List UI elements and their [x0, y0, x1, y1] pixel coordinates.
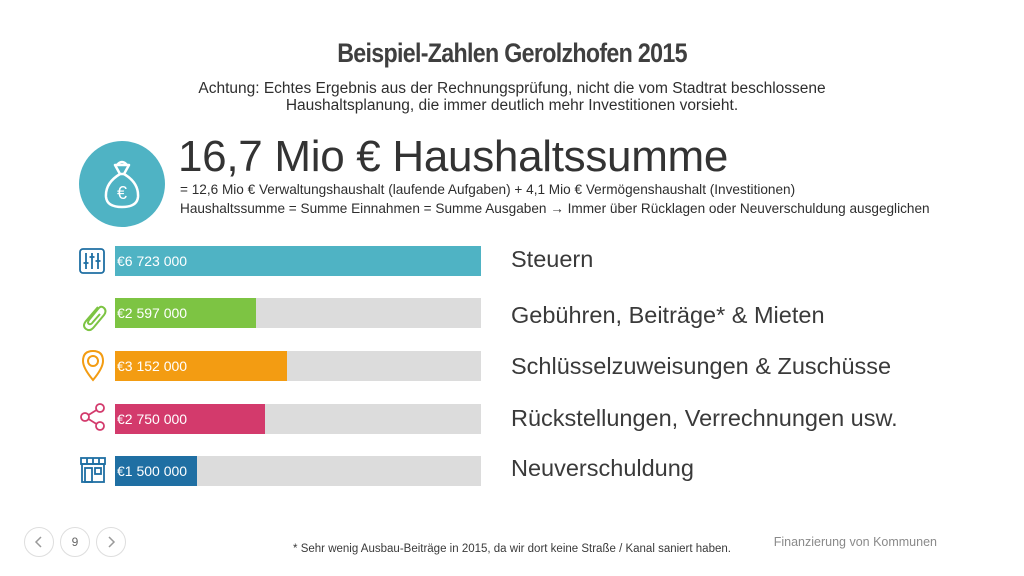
bar-track-neuverschuldung: €1 500 000: [115, 456, 481, 486]
bar-value-rueckstellungen: €2 750 000: [117, 411, 188, 427]
prev-slide-button[interactable]: [24, 527, 54, 557]
arrow-right-icon: →: [550, 201, 564, 216]
share-icon: [78, 402, 108, 436]
page-number: 9: [60, 527, 90, 557]
bar-fill-rueckstellungen: [115, 404, 265, 434]
detail-line-1: = 12,6 Mio € Verwaltungshaushalt (laufen…: [180, 182, 796, 197]
bar-fill-steuern: [115, 246, 481, 276]
bar-label-neuverschuldung: Neuverschuldung: [511, 455, 694, 481]
slide-title: Beispiel-Zahlen Gerolzhofen 2015: [337, 38, 687, 68]
bar-label-schluesselzuweisungen: Schlüsselzuweisungen & Zuschüsse: [511, 353, 892, 379]
section-title: Finanzierung von Kommunen: [773, 535, 937, 549]
bar-fill-gebuehren: [115, 298, 256, 328]
bar-track-gebuehren: €2 597 000: [115, 298, 481, 328]
headline-total: 16,7 Mio € Haushaltssumme: [178, 132, 729, 181]
bar-fill-neuverschuldung: [115, 456, 197, 486]
bar-value-steuern: €6 723 000: [117, 253, 188, 269]
bar-track-steuern: €6 723 000: [115, 246, 481, 276]
next-slide-button[interactable]: [96, 527, 126, 557]
bar-label-rueckstellungen: Rückstellungen, Verrechnungen usw.: [511, 405, 898, 431]
detail-line-2a: Haushaltssumme = Summe Einnahmen = Summe…: [180, 201, 547, 216]
bar-track-schluesselzuweisungen: €3 152 000: [115, 351, 481, 381]
sliders-icon: [78, 246, 108, 280]
svg-text:€: €: [117, 183, 127, 203]
bar-value-gebuehren: €2 597 000: [117, 305, 188, 321]
bar-value-neuverschuldung: €1 500 000: [117, 463, 188, 479]
bar-track-rueckstellungen: €2 750 000: [115, 404, 481, 434]
storefront-icon: [78, 455, 108, 489]
footnote: * Sehr wenig Ausbau-Beiträge in 2015, da…: [293, 543, 731, 555]
bar-value-schluesselzuweisungen: €3 152 000: [117, 358, 188, 374]
bar-label-steuern: Steuern: [511, 246, 594, 272]
map-pin-icon: [78, 348, 108, 382]
detail-line-2: Haushaltssumme = Summe Einnahmen = Summe…: [180, 199, 970, 218]
bar-label-gebuehren: Gebühren, Beiträge* & Mieten: [511, 302, 825, 328]
bar-fill-schluesselzuweisungen: [115, 351, 287, 381]
detail-line-2b: Immer über Rücklagen oder Neuverschuldun…: [567, 201, 930, 216]
money-bag-icon: €: [79, 141, 165, 227]
paperclip-icon: [78, 299, 108, 333]
detail-text: = 12,6 Mio € Verwaltungshaushalt (laufen…: [180, 180, 970, 218]
slide-subtitle: Achtung: Echtes Ergebnis aus der Rechnun…: [198, 80, 826, 114]
